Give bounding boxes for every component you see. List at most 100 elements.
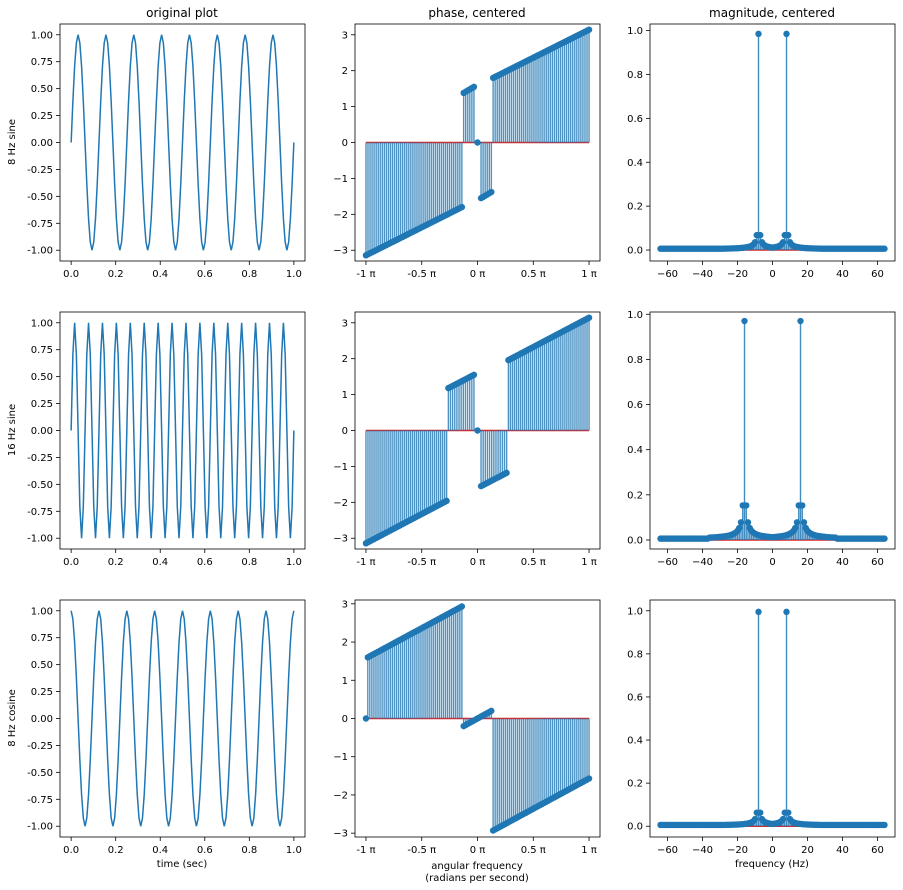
y-tick-label: −3 bbox=[333, 246, 348, 257]
y-tick-label: 2 bbox=[342, 638, 348, 649]
ticks: -1 π -0.5 π 0 π 0.5 π 1 π −3 −2 −1 0 1 2 3 bbox=[333, 599, 597, 856]
y-tick-label: 0.2 bbox=[627, 779, 643, 790]
y-tick-label: 0.75 bbox=[31, 345, 53, 356]
y-tick-label: −2 bbox=[333, 790, 348, 801]
y-tick-label: -1.00 bbox=[27, 246, 53, 257]
stem-marker bbox=[779, 239, 787, 246]
y-tick-label: 1.00 bbox=[31, 318, 53, 329]
magnitude-stems bbox=[657, 30, 888, 252]
y-tick-label: -0.25 bbox=[27, 453, 53, 464]
stem-segment bbox=[489, 718, 593, 834]
x-tick-label: 0.8 bbox=[241, 557, 257, 568]
y-tick-label: −1 bbox=[333, 752, 348, 763]
plot-area bbox=[70, 610, 295, 827]
x-tick-label: −60 bbox=[657, 269, 678, 280]
y-tick-label: 0.75 bbox=[31, 57, 53, 68]
ticks: −60 −40 −20 0 20 40 60 0.0 0.2 0.4 0.6 0.8 1.0 bbox=[627, 606, 884, 856]
y-tick-label: 0.6 bbox=[627, 114, 643, 125]
x-tick-label: 60 bbox=[871, 557, 884, 568]
stem-marker bbox=[779, 815, 787, 823]
panel-r1c1: -1 π -0.5 π 0 π 0.5 π 1 π −3 −2 −1 0 1 2 3 bbox=[333, 311, 601, 568]
stem-marker bbox=[800, 519, 808, 526]
stem-marker bbox=[743, 502, 750, 509]
x-tick-label: 0.4 bbox=[152, 557, 168, 568]
x-tick-label: 0.4 bbox=[152, 269, 168, 280]
x-tick-label: 0.2 bbox=[108, 845, 124, 856]
magnitude-stems bbox=[657, 608, 888, 829]
y-tick-label: 0.25 bbox=[31, 399, 53, 410]
y-tick-label: 0.50 bbox=[31, 372, 53, 383]
stem-marker bbox=[792, 524, 799, 532]
stem-marker bbox=[458, 203, 466, 211]
panel-r2c1: -1 π -0.5 π 0 π 0.5 π 1 π −3 −2 −1 0 1 2 3 bbox=[333, 599, 601, 856]
stem-marker bbox=[757, 809, 764, 816]
y-tick-label: 0.2 bbox=[627, 202, 643, 213]
x-tick-label: 0 π bbox=[470, 845, 486, 856]
y-tick-label: 1.0 bbox=[627, 310, 643, 321]
x-tick-label: 20 bbox=[801, 845, 814, 856]
stem-marker bbox=[785, 809, 792, 816]
y-tick-label: -0.25 bbox=[27, 741, 53, 752]
y-tick-label: 0.2 bbox=[627, 490, 643, 501]
x-tick-label: 1 π bbox=[581, 557, 597, 568]
y-tick-label: -0.75 bbox=[27, 795, 53, 806]
stem-segment bbox=[362, 430, 450, 547]
plot-area bbox=[362, 26, 593, 259]
x-tick-label: 0.4 bbox=[152, 845, 168, 856]
x-tick-label: −60 bbox=[657, 557, 678, 568]
x-tick-label: 40 bbox=[836, 557, 849, 568]
y-tick-label: 2 bbox=[342, 66, 348, 77]
stem-marker bbox=[755, 608, 762, 616]
y-tick-label: 0 bbox=[342, 426, 348, 437]
y-tick-label: −3 bbox=[333, 829, 348, 840]
stem-marker bbox=[470, 371, 478, 379]
signal-line bbox=[70, 322, 295, 539]
x-tick-label: 0.0 bbox=[63, 557, 79, 568]
y-tick-label: 0.00 bbox=[31, 138, 53, 149]
stem-marker bbox=[458, 603, 466, 610]
stem-segment bbox=[474, 139, 481, 146]
x-tick-label: 0.6 bbox=[197, 557, 213, 568]
x-tick-label: 0.8 bbox=[241, 269, 257, 280]
y-tick-label: 0.0 bbox=[627, 535, 643, 546]
stem-marker bbox=[585, 775, 593, 782]
x-tick-label: −20 bbox=[727, 557, 748, 568]
axes-frame bbox=[649, 599, 896, 838]
y-tick-label: -0.75 bbox=[27, 219, 53, 230]
x-tick-label: 1.0 bbox=[286, 557, 302, 568]
y-tick-label: -0.50 bbox=[27, 192, 53, 203]
axes-frame bbox=[649, 23, 896, 262]
ticks: 0.0 0.2 0.4 0.6 0.8 1.0 -1.00 -0.75 -0.50 -0.25 0.… bbox=[27, 30, 302, 280]
stem-marker bbox=[474, 427, 481, 434]
y-tick-label: 1.00 bbox=[31, 606, 53, 617]
ticks: −60 −40 −20 0 20 40 60 0.0 0.2 0.4 0.6 0.8 1.0 bbox=[627, 26, 884, 280]
stem-marker bbox=[783, 608, 790, 616]
x-tick-label: 0 π bbox=[470, 557, 486, 568]
y-tick-label: −2 bbox=[333, 498, 348, 509]
stem-marker bbox=[793, 519, 801, 526]
x-tick-label: 40 bbox=[836, 269, 849, 280]
y-tick-label: −2 bbox=[333, 210, 348, 221]
x-tick-label: 0.2 bbox=[108, 557, 124, 568]
xlabel-frequency: frequency (Hz) bbox=[735, 859, 809, 870]
y-tick-label: 0.6 bbox=[627, 692, 643, 703]
x-tick-label: 1 π bbox=[581, 845, 597, 856]
y-tick-label: 0.00 bbox=[31, 714, 53, 725]
panel-r1c0: 0.0 0.2 0.4 0.6 0.8 1.0 -1.00 -0.75 -0.50 -0.25 0.… bbox=[27, 311, 306, 568]
x-tick-label: -1 π bbox=[356, 845, 375, 856]
panel-r0c2: −60 −40 −20 0 20 40 60 0.0 0.2 0.4 0.6 0.8 1.0 bbox=[627, 23, 896, 280]
panel-r1c2: −60 −40 −20 0 20 40 60 0.0 0.2 0.4 0.6 0.8 1.0 bbox=[627, 310, 896, 568]
plot-area bbox=[70, 34, 295, 251]
y-tick-label: 0 bbox=[342, 138, 348, 149]
plot-area bbox=[362, 603, 593, 834]
x-tick-label: -1 π bbox=[356, 269, 375, 280]
y-tick-label: -0.50 bbox=[27, 768, 53, 779]
plot-area bbox=[657, 608, 888, 829]
stem-segment bbox=[460, 707, 495, 730]
panel-r2c0: 0.0 0.2 0.4 0.6 0.8 1.0 -1.00 -0.75 -0.50 -0.25 0.… bbox=[27, 599, 306, 856]
x-tick-label: -0.5 π bbox=[407, 845, 436, 856]
x-tick-label: -0.5 π bbox=[407, 557, 436, 568]
x-tick-label: 40 bbox=[836, 845, 849, 856]
stem-marker bbox=[755, 30, 762, 38]
x-tick-label: 0 bbox=[769, 269, 775, 280]
